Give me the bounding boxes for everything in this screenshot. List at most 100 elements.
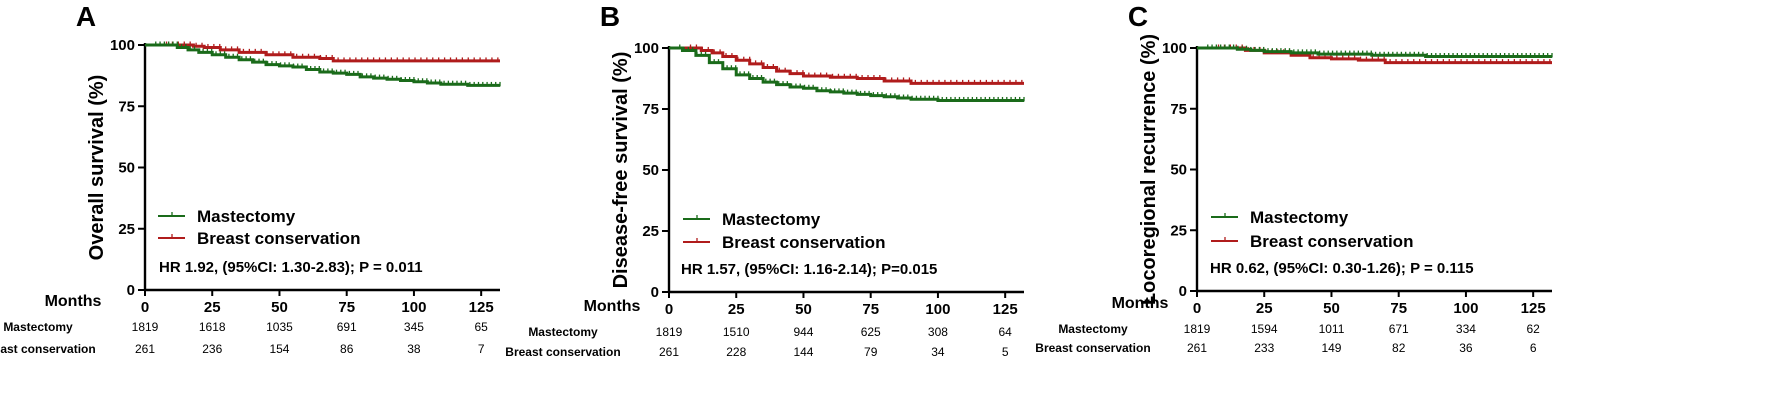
survival-curve-breast-conservation	[145, 43, 500, 63]
chart-panel-a: A 0 25 50 75 100 0 25 50 75 100 125 Overall survival…	[0, 1, 501, 356]
x-tick-label: 25	[728, 301, 745, 318]
y-axis-label: Locoregional recurrence (%)	[1138, 34, 1160, 305]
x-tick-label: 50	[1323, 300, 1340, 317]
censor-marks-breast-conservation	[165, 41, 499, 62]
risk-table-header: Months	[1112, 295, 1169, 312]
risk-table-header: Months	[45, 293, 102, 310]
x-tick-label: 100	[925, 301, 950, 318]
risk-table-value: 228	[726, 345, 746, 359]
risk-table-value: 233	[1254, 341, 1274, 355]
risk-table-row-label: Breast conservation	[1035, 341, 1150, 355]
risk-table-value: 334	[1456, 322, 1476, 336]
risk-table-value: 82	[1392, 341, 1406, 355]
censor-marks-mastectomy	[155, 41, 501, 87]
y-tick-label: 0	[1179, 283, 1187, 300]
x-tick-label: 50	[271, 299, 288, 316]
risk-table-value: 1819	[1184, 322, 1211, 336]
hazard-ratio-annotation: HR 1.57, (95%CI: 1.16-2.14); P=0.015	[681, 261, 937, 278]
legend-label: Breast conservation	[1250, 232, 1413, 251]
risk-table-value: 36	[1459, 341, 1473, 355]
risk-table-value: 1594	[1251, 322, 1278, 336]
risk-table-row-label: Breast conservation	[0, 342, 96, 356]
y-tick-label: 25	[1170, 222, 1187, 239]
x-tick-label: 75	[338, 299, 355, 316]
y-tick-label: 0	[651, 284, 659, 301]
chart-panel-c: C 0 25 50 75 100 0 25 50 75 100 125 Locoregional rec…	[1035, 1, 1553, 355]
risk-table-value: 34	[931, 345, 945, 359]
y-tick-label: 75	[642, 101, 659, 118]
censor-marks-breast-conservation	[689, 44, 1023, 85]
hazard-ratio-annotation: HR 0.62, (95%CI: 0.30-1.26); P = 0.115	[1210, 260, 1474, 277]
risk-table-value: 1011	[1319, 322, 1345, 336]
y-tick-label: 50	[118, 160, 135, 177]
risk-table-value: 79	[864, 345, 878, 359]
risk-table-value: 1510	[723, 325, 750, 339]
survival-curve-breast-conservation	[669, 46, 1024, 85]
risk-table-value: 144	[793, 345, 813, 359]
legend-label: Mastectomy	[1250, 208, 1349, 227]
risk-table-value: 236	[202, 342, 222, 356]
x-tick-label: 125	[993, 301, 1018, 318]
risk-table-value: 261	[135, 342, 155, 356]
risk-table-row-label: Mastectomy	[1058, 322, 1128, 336]
risk-table-value: 261	[659, 345, 679, 359]
y-tick-label: 50	[642, 162, 659, 179]
x-tick-label: 75	[1390, 300, 1407, 317]
y-tick-label: 0	[127, 282, 135, 299]
x-tick-label: 125	[1521, 300, 1546, 317]
y-axis-label: Overall survival (%)	[86, 75, 108, 261]
censor-marks-mastectomy	[1207, 44, 1553, 58]
y-tick-label: 100	[1162, 40, 1187, 57]
x-tick-label: 75	[862, 301, 879, 318]
x-tick-label: 125	[469, 299, 494, 316]
risk-table-row-label: Breast conservation	[505, 345, 620, 359]
x-tick-label: 25	[1256, 300, 1273, 317]
risk-table-header: Months	[584, 298, 641, 315]
risk-table-value: 154	[269, 342, 289, 356]
risk-table-value: 691	[337, 320, 357, 334]
x-tick-label: 100	[401, 299, 426, 316]
y-tick-label: 50	[1170, 162, 1187, 179]
risk-table-value: 261	[1187, 341, 1207, 355]
risk-table-value: 308	[928, 325, 948, 339]
chart-panel-b: B 0 25 50 75 100 0 25 50 75 100 125 Disease-free sur…	[505, 1, 1025, 359]
y-axis-label: Disease-free survival (%)	[610, 52, 632, 289]
risk-table-value: 64	[998, 325, 1012, 339]
legend-label: Breast conservation	[197, 229, 360, 248]
risk-table-value: 345	[404, 320, 424, 334]
risk-table-value: 1819	[132, 320, 159, 334]
panel-label: C	[1128, 1, 1148, 32]
panel-label: B	[600, 1, 620, 32]
risk-table-value: 1819	[656, 325, 683, 339]
y-tick-label: 75	[118, 98, 135, 115]
y-tick-label: 100	[634, 40, 659, 57]
risk-table-value: 62	[1526, 322, 1540, 336]
x-tick-label: 25	[204, 299, 221, 316]
risk-table-value: 5	[1002, 345, 1009, 359]
risk-table-value: 38	[407, 342, 421, 356]
legend-label: Mastectomy	[197, 207, 296, 226]
risk-table-value: 625	[861, 325, 881, 339]
risk-table-value: 6	[1530, 341, 1537, 355]
x-tick-label: 0	[141, 299, 149, 316]
x-tick-label: 50	[795, 301, 812, 318]
legend-label: Breast conservation	[722, 233, 885, 252]
x-tick-label: 100	[1453, 300, 1478, 317]
y-tick-label: 25	[118, 221, 135, 238]
risk-table-value: 1618	[199, 320, 226, 334]
legend-label: Mastectomy	[722, 210, 821, 229]
risk-table-value: 65	[474, 320, 488, 334]
y-tick-label: 100	[110, 37, 135, 54]
risk-table-row-label: Mastectomy	[3, 320, 73, 334]
risk-table-value: 1035	[266, 320, 293, 334]
hazard-ratio-annotation: HR 1.92, (95%CI: 1.30-2.83); P = 0.011	[159, 259, 423, 276]
risk-table-row-label: Mastectomy	[528, 325, 598, 339]
risk-table-value: 671	[1389, 322, 1409, 336]
censor-marks-mastectomy	[679, 44, 1025, 102]
risk-table-value: 86	[340, 342, 354, 356]
risk-table-value: 149	[1321, 341, 1341, 355]
y-tick-label: 25	[642, 223, 659, 240]
risk-table-value: 944	[793, 325, 813, 339]
risk-table-value: 7	[478, 342, 485, 356]
